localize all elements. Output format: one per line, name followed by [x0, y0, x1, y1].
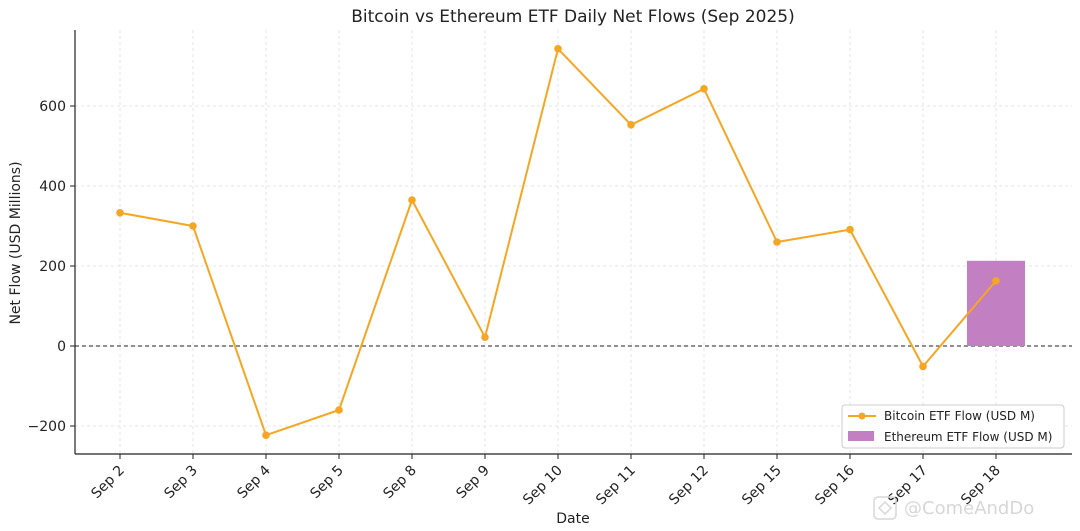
x-tick-label: Sep 11: [593, 463, 639, 509]
watermark-text: @ComeAndDo: [904, 498, 1034, 519]
bitcoin-point: [627, 121, 635, 129]
y-tick-label: 0: [57, 339, 66, 355]
bitcoin-point: [189, 222, 197, 230]
grid: [75, 30, 1072, 454]
y-tick-label: −200: [28, 419, 66, 435]
x-tick-label: Sep 4: [234, 462, 273, 501]
x-tick-label: Sep 16: [812, 462, 858, 508]
legend: Bitcoin ETF Flow (USD M) Ethereum ETF Fl…: [841, 404, 1065, 449]
y-axis-label: Net Flow (USD Millions): [8, 161, 24, 324]
legend-box: [841, 404, 1065, 449]
bitcoin-line-group: [116, 45, 1000, 440]
bitcoin-point: [554, 45, 562, 53]
watermark: @ComeAndDo: [873, 496, 1034, 520]
bitcoin-point: [846, 225, 854, 234]
y-ticks: −200 0 200 400 600: [28, 99, 75, 435]
bitcoin-point: [773, 238, 781, 246]
bitcoin-point: [116, 209, 124, 217]
legend-bitcoin-label: Bitcoin ETF Flow (USD M): [884, 409, 1035, 423]
x-axis-label: Date: [556, 511, 589, 527]
y-tick-label: 400: [39, 179, 66, 195]
x-ticks: Sep 2 Sep 3 Sep 4 Sep 5 Sep 8 Sep 9 Sep 10 Sep …: [88, 454, 1004, 509]
x-tick-label: Sep 15: [739, 463, 785, 509]
bitcoin-point: [335, 406, 343, 414]
x-tick-label: Sep 5: [307, 463, 346, 502]
x-tick-label: Sep 3: [161, 463, 200, 502]
x-tick-label: Sep 8: [380, 463, 419, 502]
x-tick-label: Sep 2: [88, 463, 127, 502]
x-tick-label: Sep 9: [453, 463, 492, 502]
bitcoin-point: [262, 431, 270, 440]
y-tick-label: 600: [39, 99, 66, 115]
watermark-logo-icon: [873, 496, 897, 520]
x-tick-label: Sep 10: [520, 463, 566, 509]
bitcoin-point: [481, 333, 489, 342]
y-tick-label: 200: [39, 259, 66, 275]
bitcoin-point: [408, 196, 416, 204]
chart-title: Bitcoin vs Ethereum ETF Daily Net Flows …: [351, 7, 795, 27]
axes: [74, 30, 1072, 455]
bitcoin-point: [992, 277, 1000, 285]
x-tick-label: Sep 12: [666, 463, 712, 509]
legend-bitcoin-swatch-marker: [858, 412, 866, 420]
legend-ethereum-swatch: [848, 431, 874, 441]
bitcoin-point: [700, 85, 708, 93]
bitcoin-point: [919, 362, 927, 371]
legend-ethereum-label: Ethereum ETF Flow (USD M): [884, 430, 1052, 444]
